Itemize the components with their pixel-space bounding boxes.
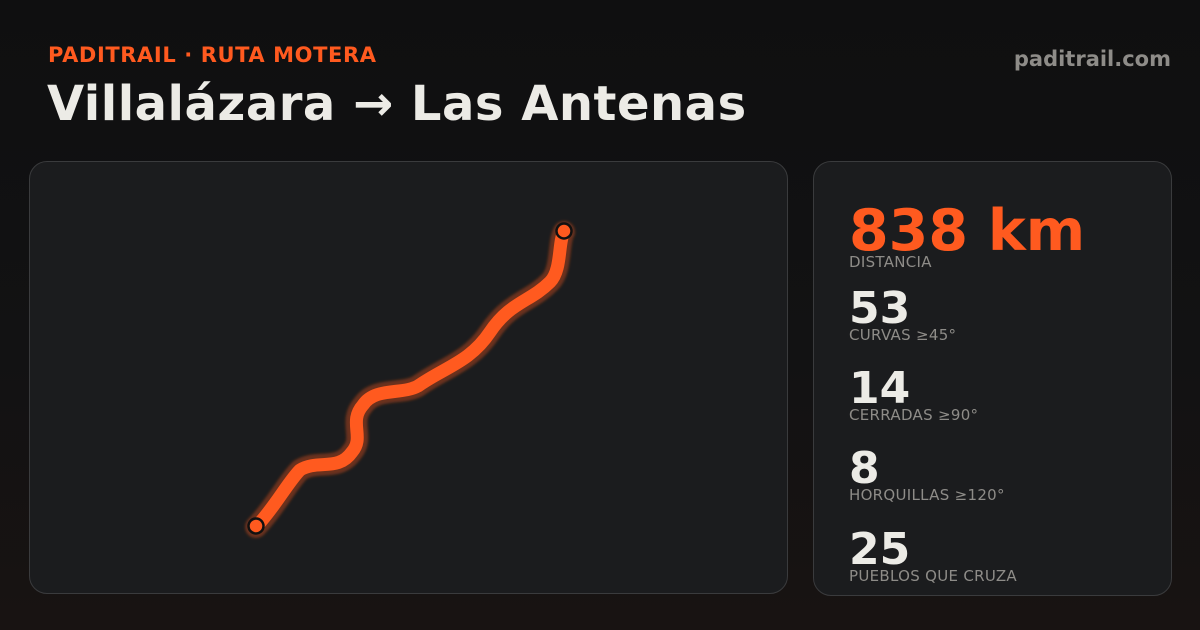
stat-towns: 25 PUEBLOS QUE CRUZA (849, 524, 1017, 585)
route-title: Villalázara → Las Antenas (47, 76, 747, 132)
stat-distance-label: DISTANCIA (849, 253, 932, 271)
route-line (249, 225, 571, 534)
stat-tight-curves: 14 CERRADAS ≥90° (849, 363, 979, 424)
stat-hairpins-label: HORQUILLAS ≥120° (849, 486, 1005, 504)
stat-hairpins-value: 8 (849, 443, 880, 494)
stat-curves-label: CURVAS ≥45° (849, 326, 957, 344)
route-start-marker (247, 517, 265, 535)
site-link[interactable]: paditrail.com (1013, 47, 1171, 71)
stat-towns-label: PUEBLOS QUE CRUZA (849, 567, 1017, 585)
stat-distance-value: 838 km (849, 198, 1086, 264)
stat-curves-value: 53 (849, 283, 911, 334)
route-map (245, 221, 575, 538)
stats-panel: 838 km DISTANCIA 53 CURVAS ≥45° 14 CERRA… (813, 161, 1172, 596)
route-map-panel (29, 161, 788, 594)
route-glow (245, 221, 575, 538)
stat-curves: 53 CURVAS ≥45° (849, 283, 957, 344)
route-end-marker (555, 222, 573, 240)
stat-towns-value: 25 (849, 524, 911, 575)
stat-tight-curves-label: CERRADAS ≥90° (849, 406, 979, 424)
brand-eyebrow: PADITRAIL · RUTA MOTERA (48, 43, 377, 67)
stat-tight-curves-value: 14 (849, 363, 911, 414)
stat-distance: 838 km DISTANCIA (849, 202, 1085, 270)
stat-hairpins: 8 HORQUILLAS ≥120° (849, 443, 1005, 504)
